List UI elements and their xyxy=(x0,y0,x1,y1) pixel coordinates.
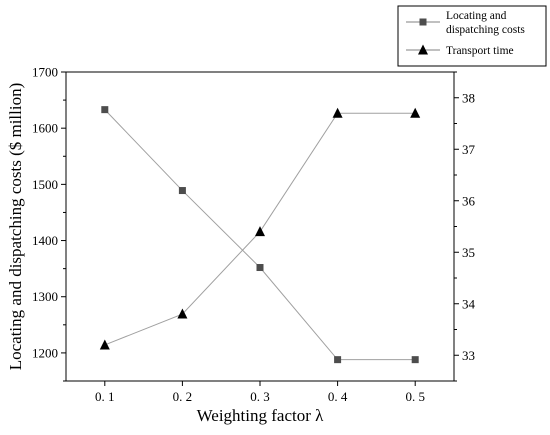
triangle-marker xyxy=(177,308,188,319)
legend-label: Locating and xyxy=(446,10,507,22)
legend-box xyxy=(397,5,547,67)
y-tick-label: 1500 xyxy=(32,177,58,192)
x-axis-ticks: 0. 1 0. 2 0. 3 0. 4 0. 5 xyxy=(95,381,425,404)
x-axis-title: Weighting factor λ xyxy=(197,406,325,425)
y2-tick-label: 34 xyxy=(462,296,476,311)
square-marker xyxy=(256,264,264,272)
y-tick-label: 1400 xyxy=(32,233,58,248)
triangle-marker xyxy=(255,226,265,237)
legend-triangle-marker xyxy=(418,44,428,55)
x-tick-label: 0. 1 xyxy=(95,389,115,404)
y-axis-ticks: 1200 1300 1400 1500 1600 1700 xyxy=(32,65,66,382)
x-tick-label: 0. 2 xyxy=(173,389,193,404)
y2-tick-label: 33 xyxy=(462,348,475,363)
y2-tick-label: 36 xyxy=(462,193,476,208)
y-tick-label: 1300 xyxy=(32,289,58,304)
square-marker xyxy=(178,187,186,195)
triangle-marker xyxy=(332,107,343,118)
triangle-marker xyxy=(99,339,110,350)
x-tick-label: 0. 3 xyxy=(250,389,270,404)
legend: Locating and dispatching costs Transport t… xyxy=(397,5,547,67)
y-axis-title: Locating and dispatching costs ($ millio… xyxy=(6,83,25,371)
y2-tick-label: 38 xyxy=(462,90,475,105)
legend-square-marker xyxy=(419,18,427,26)
square-marker xyxy=(101,106,109,114)
y2-axis-ticks: 33 34 35 36 37 38 xyxy=(454,71,476,382)
y2-tick-label: 37 xyxy=(462,142,476,157)
legend-label: dispatching costs xyxy=(446,24,525,36)
x-tick-label: 0. 5 xyxy=(405,389,425,404)
series-markers xyxy=(99,106,421,364)
y-tick-label: 1600 xyxy=(32,121,58,136)
square-marker xyxy=(334,356,342,364)
square-marker xyxy=(411,356,419,364)
legend-label: Transport time xyxy=(446,45,514,57)
x-tick-label: 0. 4 xyxy=(328,389,348,404)
y-tick-label: 1200 xyxy=(32,345,58,360)
y-tick-label: 1700 xyxy=(32,65,58,80)
y2-tick-label: 35 xyxy=(462,245,475,260)
triangle-marker xyxy=(410,107,421,118)
